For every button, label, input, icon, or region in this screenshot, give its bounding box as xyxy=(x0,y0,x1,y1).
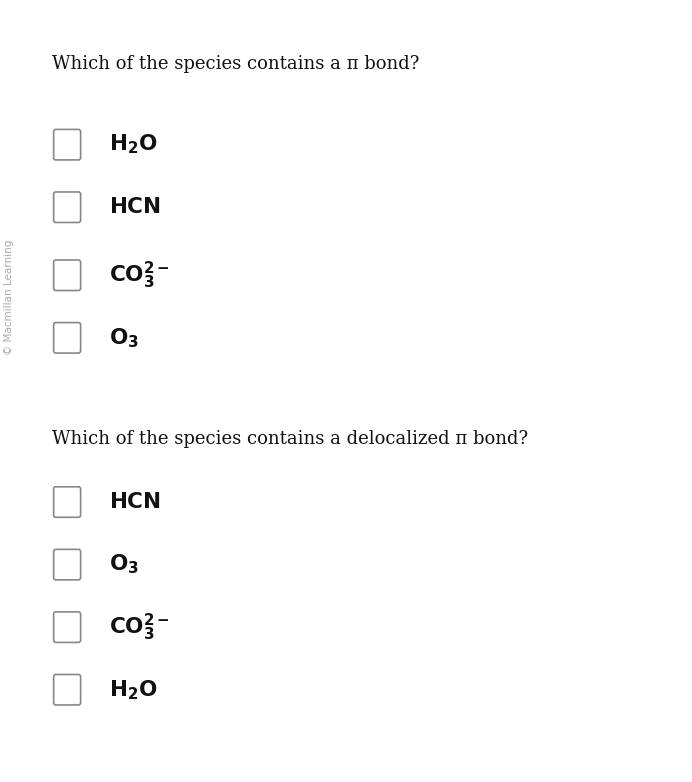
FancyBboxPatch shape xyxy=(54,192,80,222)
FancyBboxPatch shape xyxy=(54,486,80,518)
FancyBboxPatch shape xyxy=(54,322,80,353)
Text: $\mathbf{O_{3}}$: $\mathbf{O_{3}}$ xyxy=(109,326,139,350)
FancyBboxPatch shape xyxy=(54,549,80,579)
Text: $\mathbf{H_{2}O}$: $\mathbf{H_{2}O}$ xyxy=(109,133,158,156)
Text: Which of the species contains a delocalized π bond?: Which of the species contains a delocali… xyxy=(52,430,528,449)
Text: $\mathbf{O_{3}}$: $\mathbf{O_{3}}$ xyxy=(109,553,139,576)
Text: $\mathbf{HCN}$: $\mathbf{HCN}$ xyxy=(109,492,161,512)
Text: $\mathbf{CO_{3}^{2-}}$: $\mathbf{CO_{3}^{2-}}$ xyxy=(109,260,170,291)
Text: $\mathbf{HCN}$: $\mathbf{HCN}$ xyxy=(109,197,161,217)
Text: $\mathbf{CO_{3}^{2-}}$: $\mathbf{CO_{3}^{2-}}$ xyxy=(109,612,170,643)
Text: © Macmillan Learning: © Macmillan Learning xyxy=(4,239,14,355)
FancyBboxPatch shape xyxy=(54,612,80,643)
FancyBboxPatch shape xyxy=(54,129,80,160)
Text: $\mathbf{H_{2}O}$: $\mathbf{H_{2}O}$ xyxy=(109,678,158,701)
FancyBboxPatch shape xyxy=(54,260,80,290)
FancyBboxPatch shape xyxy=(54,674,80,705)
Text: Which of the species contains a π bond?: Which of the species contains a π bond? xyxy=(52,55,419,74)
